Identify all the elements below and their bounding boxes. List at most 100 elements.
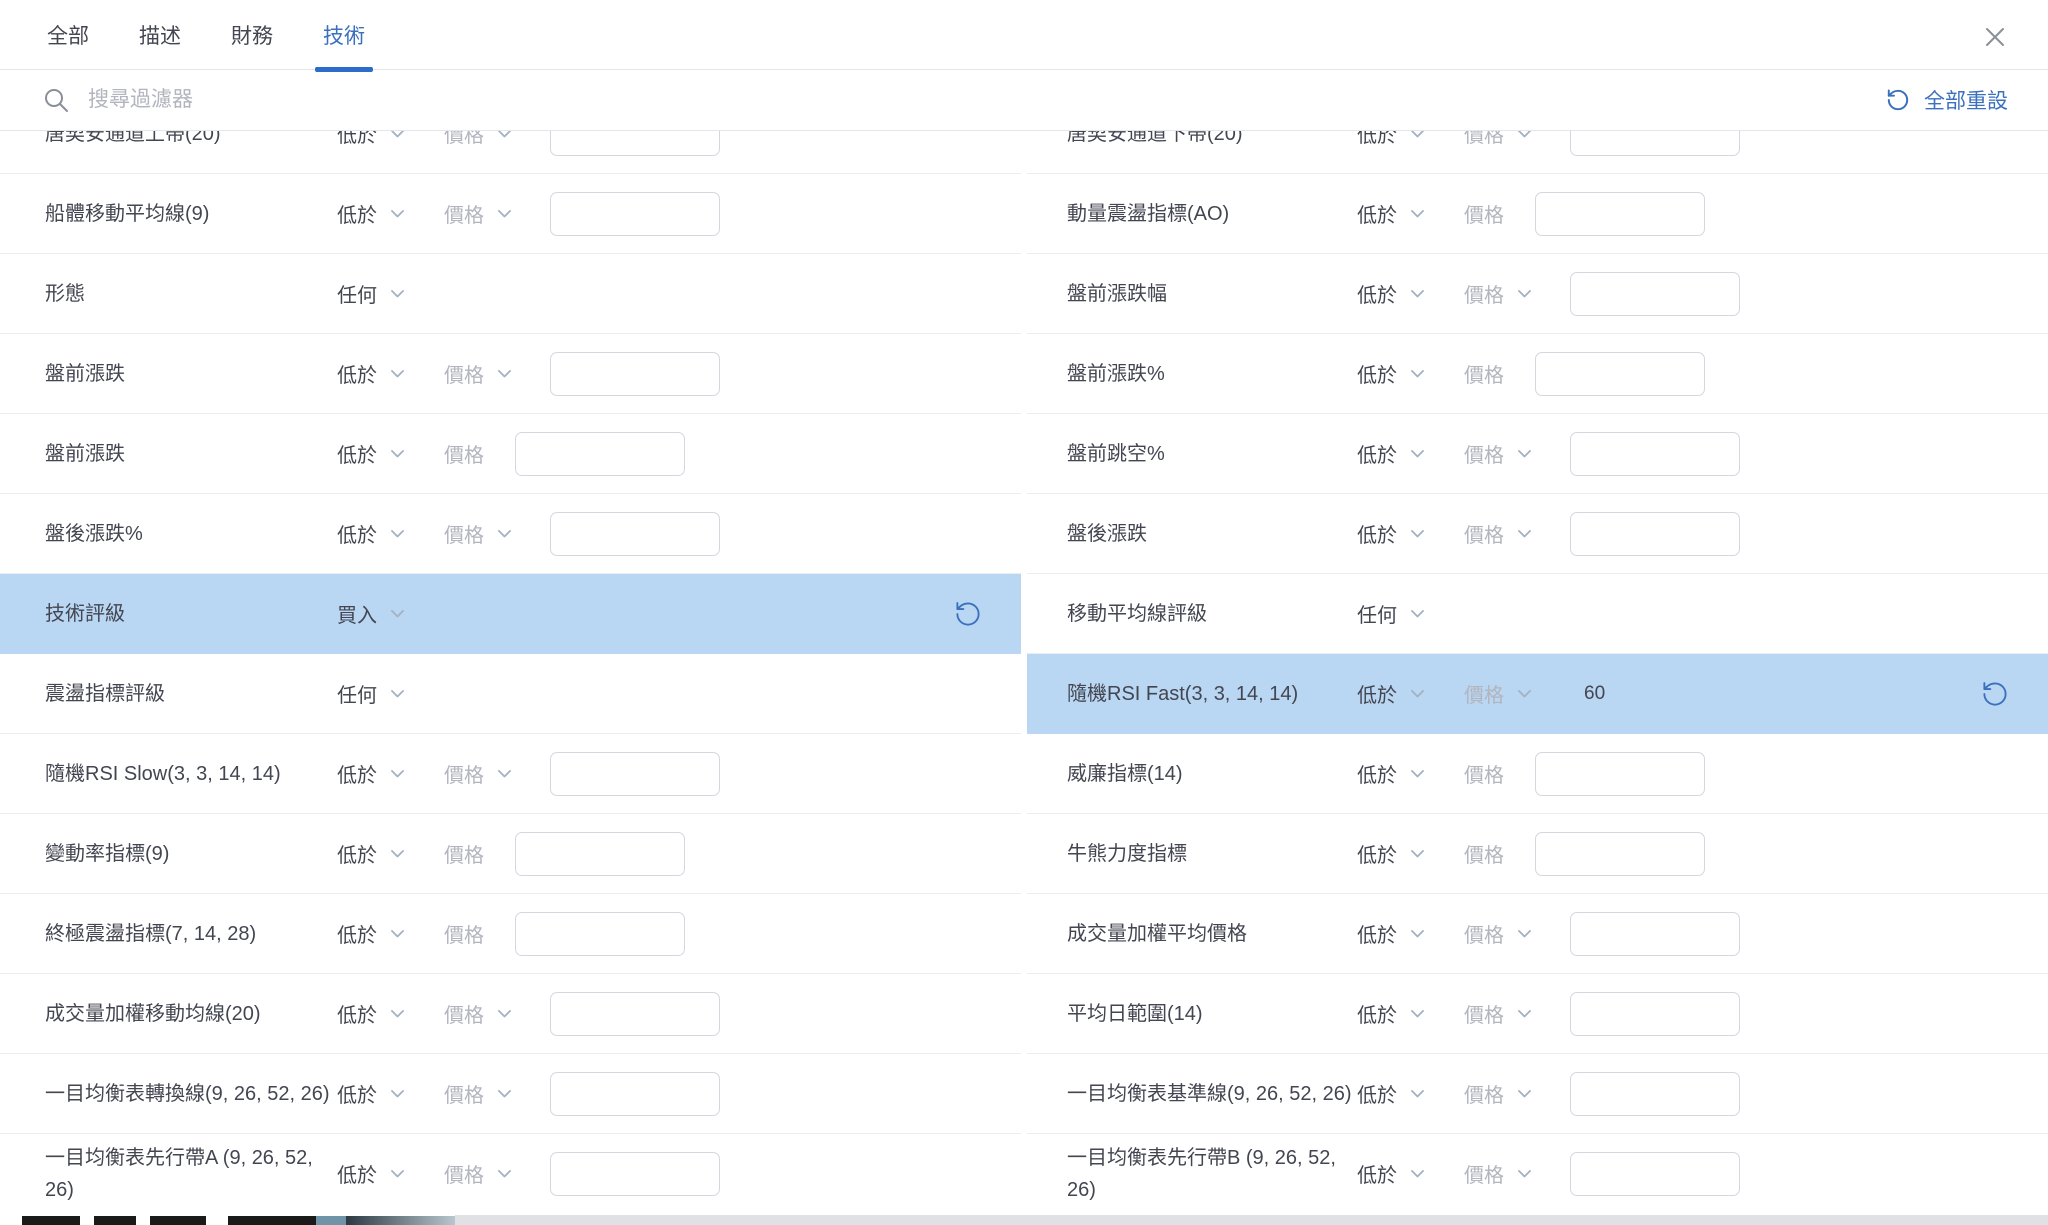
filter-row: 一目均衡表轉換線(9, 26, 52, 26) 低於 價格 (0, 1054, 1021, 1134)
filter-value-input[interactable] (1570, 1071, 1740, 1116)
close-button[interactable] (1982, 24, 2008, 50)
condition-dropdown[interactable]: 低於 (337, 439, 444, 468)
chevron-down-icon (498, 1089, 511, 1098)
tab-technicals[interactable]: 技術 (323, 0, 365, 69)
mode-dropdown[interactable]: 價格 (444, 199, 550, 228)
tab-description[interactable]: 描述 (139, 0, 181, 69)
mode-dropdown[interactable]: 價格 (1464, 279, 1570, 308)
mode-dropdown[interactable]: 價格 (1464, 999, 1570, 1028)
filter-value-input[interactable] (515, 831, 685, 876)
filter-value-input[interactable] (1570, 671, 1740, 716)
condition-dropdown[interactable]: 任何 (337, 279, 444, 308)
filter-value-input[interactable] (1570, 1151, 1740, 1196)
mode-dropdown[interactable]: 價格 (1464, 359, 1535, 388)
condition-dropdown[interactable]: 低於 (1357, 759, 1464, 788)
mode-dropdown[interactable]: 價格 (1464, 679, 1570, 708)
condition-dropdown[interactable]: 低於 (1357, 131, 1464, 148)
mode-dropdown[interactable]: 價格 (1464, 1159, 1570, 1188)
condition-dropdown[interactable]: 低於 (1357, 279, 1464, 308)
mode-dropdown[interactable]: 價格 (444, 999, 550, 1028)
mode-dropdown[interactable]: 價格 (1464, 519, 1570, 548)
filter-value-input[interactable] (1570, 131, 1740, 156)
filter-value-input[interactable] (1570, 271, 1740, 316)
mode-value: 價格 (1464, 365, 1504, 387)
condition-dropdown[interactable]: 低於 (337, 1159, 444, 1188)
filter-value-input[interactable] (515, 911, 685, 956)
tab-all[interactable]: 全部 (47, 0, 89, 69)
filters-list: 唐契安通道上帶(20) 低於 價格 船體移動平均線(9) 低於 價格 (0, 131, 2048, 1213)
condition-dropdown[interactable]: 低於 (1357, 919, 1464, 948)
condition-dropdown[interactable]: 低於 (1357, 1159, 1464, 1188)
condition-dropdown[interactable]: 低於 (1357, 439, 1464, 468)
condition-value: 低於 (1357, 365, 1397, 387)
filter-value-input[interactable] (550, 511, 720, 556)
condition-dropdown[interactable]: 低於 (1357, 359, 1464, 388)
tab-financials[interactable]: 財務 (231, 0, 273, 69)
mode-dropdown[interactable]: 價格 (444, 131, 550, 148)
filter-value-input[interactable] (550, 751, 720, 796)
condition-dropdown[interactable]: 任何 (337, 679, 444, 708)
filter-value-input[interactable] (1570, 911, 1740, 956)
mode-dropdown[interactable]: 價格 (444, 1159, 550, 1188)
condition-dropdown[interactable]: 低於 (337, 519, 444, 548)
mode-dropdown[interactable]: 價格 (1464, 131, 1570, 148)
mode-dropdown[interactable]: 價格 (444, 1079, 550, 1108)
condition-dropdown[interactable]: 低於 (1357, 679, 1464, 708)
chevron-down-icon (1518, 529, 1531, 538)
mode-dropdown[interactable]: 價格 (1464, 759, 1535, 788)
condition-dropdown[interactable]: 低於 (337, 759, 444, 788)
filter-value-input[interactable] (1570, 511, 1740, 556)
row-reset-button[interactable] (1980, 679, 2010, 709)
filter-value-input[interactable] (1535, 351, 1705, 396)
filter-value-input[interactable] (550, 1071, 720, 1116)
condition-dropdown[interactable]: 低於 (337, 199, 444, 228)
mode-dropdown[interactable]: 價格 (444, 519, 550, 548)
condition-dropdown[interactable]: 低於 (337, 839, 444, 868)
mode-dropdown[interactable]: 價格 (1464, 199, 1535, 228)
condition-dropdown[interactable]: 低於 (337, 131, 444, 148)
mode-dropdown[interactable]: 價格 (444, 919, 515, 948)
filter-value-input[interactable] (550, 991, 720, 1036)
search-input[interactable] (88, 88, 1885, 112)
tab-label: 財務 (231, 24, 273, 48)
filter-value-input[interactable] (550, 131, 720, 156)
condition-value: 低於 (1357, 445, 1397, 467)
filter-value-input[interactable] (1535, 831, 1705, 876)
condition-dropdown[interactable]: 低於 (1357, 1079, 1464, 1108)
chevron-down-icon (391, 1089, 404, 1098)
condition-dropdown[interactable]: 任何 (1357, 599, 1464, 628)
condition-value: 低於 (1357, 925, 1397, 947)
filter-value-input[interactable] (515, 431, 685, 476)
mode-dropdown[interactable]: 價格 (444, 759, 550, 788)
mode-dropdown[interactable]: 價格 (444, 839, 515, 868)
condition-dropdown[interactable]: 低於 (1357, 199, 1464, 228)
filter-value-input[interactable] (550, 1151, 720, 1196)
condition-dropdown[interactable]: 買入 (337, 599, 444, 628)
condition-dropdown[interactable]: 低於 (1357, 519, 1464, 548)
condition-dropdown[interactable]: 低於 (337, 999, 444, 1028)
filter-label: 變動率指標(9) (45, 842, 170, 865)
mode-dropdown[interactable]: 價格 (444, 359, 550, 388)
mode-dropdown[interactable]: 價格 (1464, 839, 1535, 868)
mode-dropdown[interactable]: 價格 (1464, 919, 1570, 948)
row-reset-button[interactable] (953, 599, 983, 629)
filter-value-input[interactable] (550, 191, 720, 236)
mode-dropdown[interactable]: 價格 (1464, 1079, 1570, 1108)
condition-dropdown[interactable]: 低於 (337, 1079, 444, 1108)
condition-dropdown[interactable]: 低於 (1357, 839, 1464, 868)
filter-value-input[interactable] (1535, 751, 1705, 796)
filter-value-input[interactable] (1570, 991, 1740, 1036)
condition-dropdown[interactable]: 低於 (1357, 999, 1464, 1028)
reset-all-button[interactable]: 全部重設 (1885, 85, 2008, 115)
filter-value-input[interactable] (550, 351, 720, 396)
condition-dropdown[interactable]: 低於 (337, 919, 444, 948)
filter-label: 移動平均線評級 (1067, 602, 1207, 625)
mode-dropdown[interactable]: 價格 (444, 439, 515, 468)
filter-row: 形態 任何 (0, 254, 1021, 334)
filter-value-input[interactable] (1535, 191, 1705, 236)
filter-row: 隨機RSI Fast(3, 3, 14, 14) 低於 價格 (1027, 654, 2048, 734)
mode-dropdown[interactable]: 價格 (1464, 439, 1570, 468)
condition-dropdown[interactable]: 低於 (337, 359, 444, 388)
filter-value-input[interactable] (1570, 431, 1740, 476)
tab-bar: 全部 描述 財務 技術 (0, 0, 2048, 70)
